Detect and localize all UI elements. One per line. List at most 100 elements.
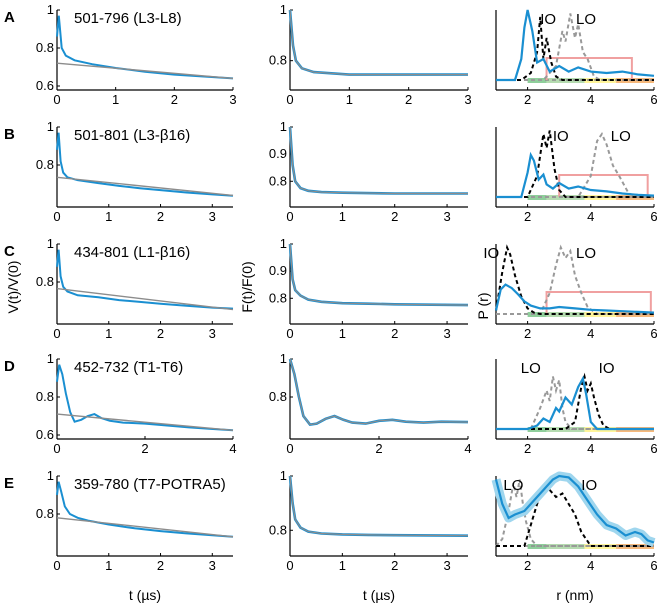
- y-tick-label: 1: [280, 468, 287, 483]
- panel-letter: C: [4, 243, 15, 260]
- x-tick-label: 2: [524, 92, 531, 107]
- reliability-band: [546, 78, 585, 83]
- reliability-band: [527, 312, 547, 317]
- x-tick-label: 1: [105, 209, 112, 224]
- panel-B: B 501-801 (L3-β16) 0.8 1 0 1 2 3 0.8 0.9 1 0 1 2 3 2 4 6 I…: [4, 119, 658, 224]
- x-tick-label: 2: [375, 441, 382, 456]
- lo-label: LO: [576, 11, 596, 28]
- y-tick-label: 1: [47, 236, 54, 251]
- x-tick-label: 0: [286, 209, 293, 224]
- x-tick-label: 3: [464, 92, 471, 107]
- y-tick-label: 1: [280, 351, 287, 366]
- series-line: [56, 132, 234, 197]
- panel-title: 501-796 (L3-L8): [74, 10, 182, 27]
- x-tick-label: 3: [443, 558, 450, 573]
- plot-mid: 0.8 1 0 1 2 3: [269, 468, 469, 573]
- distance-box: [545, 57, 633, 80]
- io-label: IO: [581, 477, 597, 494]
- x-tick-label: 1: [105, 326, 112, 341]
- pr-line: [496, 151, 655, 199]
- panel-title: 359-780 (T7-POTRA5): [74, 476, 226, 493]
- io-label: IO: [553, 128, 569, 145]
- background-line: [56, 176, 234, 197]
- background-line: [56, 62, 234, 80]
- x-tick-label: 3: [229, 92, 236, 107]
- reliability-band: [527, 195, 547, 200]
- x-axis-title-left: t (µs): [129, 587, 161, 603]
- x-tick-label: 2: [157, 326, 164, 341]
- y-tick-label: 0.9: [269, 263, 287, 278]
- reliability-band: [584, 312, 617, 317]
- x-tick-label: 6: [650, 92, 657, 107]
- x-tick-label: 2: [524, 441, 531, 456]
- lo-label: LO: [521, 360, 541, 377]
- plot-mid: 0.8 0.9 1 0 1 2 3: [269, 119, 468, 224]
- y-tick-label: 0.8: [269, 53, 287, 68]
- fit-line: [289, 243, 469, 306]
- plot-left: 0.6 0.8 1 0 2 4: [36, 351, 237, 456]
- plot-mid: 0.8 1 0 2 4: [269, 351, 472, 456]
- panel-letter: D: [4, 358, 15, 375]
- lo-label: LO: [611, 128, 631, 145]
- plot-left: 0.8 1 0 1 2 3: [36, 236, 234, 341]
- y-axis-title-mid: F(t)/F(0): [239, 261, 255, 312]
- panel-title: 501-801 (L3-β16): [74, 127, 190, 144]
- x-tick-label: 2: [405, 92, 412, 107]
- x-tick-label: 2: [141, 441, 148, 456]
- series-line: [56, 249, 234, 310]
- x-tick-label: 0: [286, 326, 293, 341]
- y-tick-label: 0.8: [269, 522, 287, 537]
- x-axis-title-mid: t (µs): [363, 587, 395, 603]
- y-tick-label: 1: [47, 119, 54, 134]
- x-tick-label: 1: [112, 92, 119, 107]
- x-tick-label: 1: [339, 209, 346, 224]
- x-axis-title-right: r (nm): [556, 587, 593, 603]
- series-line: [288, 243, 469, 307]
- x-tick-label: 4: [587, 326, 594, 341]
- x-tick-label: 0: [53, 209, 60, 224]
- panel-letter: E: [4, 475, 14, 492]
- plot-right: 2 4 6 IO LO: [491, 471, 658, 573]
- io-line: [495, 244, 654, 315]
- x-tick-label: 1: [339, 326, 346, 341]
- x-tick-label: 2: [157, 209, 164, 224]
- reliability-band: [527, 78, 547, 83]
- panel-E: E 359-780 (T7-POTRA5) 0.8 1 0 1 2 3 0.8 1 0 1 2 3 2 4 6 I…: [4, 468, 658, 573]
- x-tick-label: 6: [650, 209, 657, 224]
- y-axis-title-right: P (r): [475, 293, 491, 320]
- reliability-band: [546, 312, 585, 317]
- reliability-band: [616, 78, 654, 83]
- x-tick-label: 6: [650, 441, 657, 456]
- x-tick-label: 2: [524, 326, 531, 341]
- y-tick-label: 1: [47, 2, 54, 17]
- background-line: [56, 517, 234, 538]
- lo-label: LO: [576, 245, 596, 262]
- x-tick-label: 3: [443, 209, 450, 224]
- plot-left: 0.6 0.8 1 0 1 2 3: [36, 2, 237, 107]
- io-line: [496, 130, 654, 198]
- series-line: [288, 126, 468, 195]
- series-line: [288, 358, 469, 426]
- x-tick-label: 1: [105, 558, 112, 573]
- reliability-band: [546, 427, 585, 432]
- x-tick-label: 2: [524, 558, 531, 573]
- x-tick-label: 2: [391, 558, 398, 573]
- x-tick-label: 0: [53, 441, 60, 456]
- background-line: [56, 287, 234, 311]
- y-tick-label: 0.8: [36, 389, 54, 404]
- plot-mid: 0.8 1 0 1 2 3: [269, 2, 472, 107]
- x-tick-label: 6: [650, 558, 657, 573]
- plot-mid: 0.8 0.9 1 0 1 2 3: [269, 236, 469, 341]
- x-tick-label: 0: [53, 558, 60, 573]
- panel-letter: B: [4, 126, 15, 143]
- distance-box: [545, 291, 652, 314]
- y-tick-label: 1: [280, 236, 287, 251]
- lo-line: [496, 244, 654, 315]
- x-tick-label: 1: [346, 92, 353, 107]
- y-tick-label: 0.9: [269, 146, 287, 161]
- pr-line: [494, 283, 655, 314]
- io-label: IO: [599, 360, 615, 377]
- y-axis-title-left: V(t)/V(0): [5, 261, 21, 314]
- plot-left: 0.8 1 0 1 2 3: [36, 119, 234, 224]
